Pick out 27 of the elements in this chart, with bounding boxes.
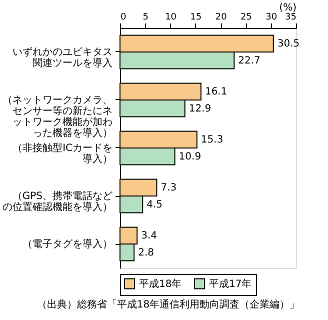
x-tick-label: 35 xyxy=(285,12,296,22)
x-tick-label: 25 xyxy=(240,12,252,22)
legend-label: 平成18年 xyxy=(139,278,182,290)
data-label: 12.9 xyxy=(188,103,212,114)
data-label: 3.4 xyxy=(141,230,158,242)
y-tick-label: （非接触型ICカードを導入） xyxy=(12,142,112,165)
x-tick-label: 0 xyxy=(120,12,126,22)
data-label: 7.3 xyxy=(160,182,177,194)
legend-label: 平成17年 xyxy=(209,278,252,290)
text: （出典）総務省「平成18年通信利用動向調査（企業編）」 xyxy=(36,298,300,310)
data-label: 22.7 xyxy=(238,55,260,66)
y-tick-label: （GPS、携帯電話などの位置確認機能を導入） xyxy=(2,190,112,213)
data-label: 10.9 xyxy=(178,151,202,162)
x-tick-label: 15 xyxy=(190,12,202,22)
x-tick-label: 20 xyxy=(215,12,228,22)
data-label: 16.1 xyxy=(204,86,228,98)
data-label: 4.5 xyxy=(146,199,163,210)
y-tick-label: いずれかのユビキタス関連ツールを導入 xyxy=(12,46,112,69)
x-tick-label: 10 xyxy=(165,12,177,22)
x-axis-title: (%) xyxy=(279,2,297,14)
data-label: 30.5 xyxy=(277,38,300,50)
data-label: 2.8 xyxy=(138,247,154,258)
y-tick-label: （電子タグを導入） xyxy=(22,238,112,250)
x-tick-label: 5 xyxy=(142,12,149,22)
y-tick-label: （ネットワークカメラ、センサー等の新たにネットワーク機能が加わった機器を導入） xyxy=(2,95,112,139)
data-label: 15.3 xyxy=(200,134,224,146)
x-tick-label: 30 xyxy=(266,12,278,22)
